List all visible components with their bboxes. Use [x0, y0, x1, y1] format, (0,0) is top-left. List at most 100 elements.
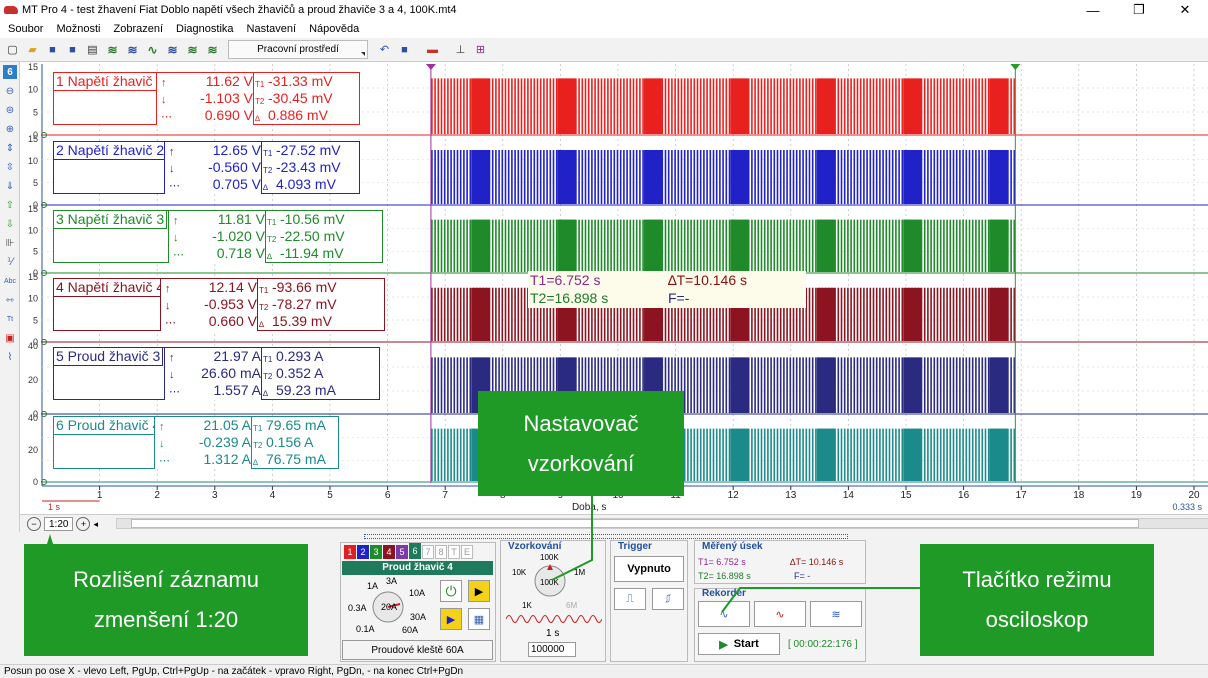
trigger-mode-button[interactable]: Vypnuto — [614, 556, 684, 582]
workspace-dropdown[interactable]: Pracovní prostředí — [228, 40, 368, 59]
grid-toggle-icon[interactable]: ⊪ — [5, 237, 15, 249]
channel-name[interactable]: 5 Proud žhavič 3 — [54, 348, 164, 366]
menu-zobrazeni[interactable]: Zobrazení — [113, 23, 164, 35]
scroll-left-icon[interactable]: ◂ — [93, 518, 98, 529]
channel-tab-4[interactable]: 4 — [383, 545, 395, 559]
text-icon[interactable]: Tt — [6, 315, 14, 323]
channel-play-button[interactable]: ▶ — [440, 608, 462, 630]
close-button[interactable]: ✕ — [1179, 2, 1191, 17]
trigger-falling-button[interactable]: ⎎ — [652, 588, 684, 610]
oscilloscope-mode-button[interactable]: ∿ — [698, 601, 750, 627]
sampling-label-1k[interactable]: 1K — [522, 601, 532, 610]
menu-nastaveni[interactable]: Nastavení — [246, 23, 297, 35]
move-up-icon[interactable]: ⇧ — [5, 199, 15, 211]
range-label-60a[interactable]: 60A — [402, 625, 419, 635]
wave-tool-2-icon[interactable]: ≋ — [127, 42, 138, 57]
horizontal-scrollbar[interactable] — [116, 518, 1208, 529]
range-label-0-3a[interactable]: 0.3A — [348, 603, 367, 613]
range-label-1a[interactable]: 1A — [367, 581, 379, 591]
open-folder-icon[interactable]: ▰ — [28, 44, 37, 56]
chart-view-icon[interactable]: ▣ — [5, 332, 15, 344]
range-label-10a[interactable]: 10A — [409, 588, 426, 598]
cursor-t1-icon: T1 — [267, 218, 277, 227]
channel-tab-3[interactable]: 3 — [370, 545, 382, 559]
sampling-label-1m[interactable]: 1M — [574, 568, 586, 577]
channel-name[interactable]: 6 Proud žhavič 4 — [54, 417, 164, 435]
channel-tab-e[interactable]: E — [461, 545, 473, 559]
channel-tab-7[interactable]: 7 — [422, 545, 434, 559]
channel-info-6[interactable]: 6 Proud žhavič 4 21.05 A -0.239 A 1.312 A ↑ ↓… — [53, 416, 339, 469]
save-as-icon[interactable]: ■ — [69, 43, 76, 56]
wave-tool-1-icon[interactable]: ≋ — [107, 42, 118, 57]
channel-invert-button[interactable]: ▶ — [468, 580, 490, 602]
zoom-in-icon[interactable]: ⊕ — [5, 123, 15, 135]
channel-name[interactable]: 4 Napětí žhavič 4 — [54, 279, 168, 297]
wave-tool-5-icon[interactable]: ≋ — [187, 42, 198, 57]
grid-tool-icon[interactable]: ⊞ — [475, 44, 486, 56]
menu-moznosti[interactable]: Možnosti — [56, 23, 101, 35]
oscilloscope-plot[interactable]: 15 10 5 0 15 10 5 0 15 10 5 0 15 10 5 0 40 20 0 40 20 0 1 2 3 4 5 6… — [20, 62, 1208, 514]
sampling-label-100k[interactable]: 100K — [540, 553, 559, 562]
channel-info-5[interactable]: 5 Proud žhavič 3 21.97 A 26.60 mA 1.557 A ↑ ↓… — [53, 347, 380, 400]
calculator-button[interactable]: ▦ — [468, 608, 490, 630]
channel-tab-t[interactable]: T — [448, 545, 460, 559]
channel-tab-2[interactable]: 2 — [357, 545, 369, 559]
trigger-rising-button[interactable]: ⎍ — [614, 588, 646, 610]
channel-name[interactable]: 2 Napětí žhavič 2 — [54, 142, 168, 160]
channel-name[interactable]: 3 Napětí žhavič 3 — [54, 211, 168, 229]
panel-collapse-bar[interactable] — [364, 534, 848, 539]
recorder-multi-mode-button[interactable]: ≋ — [810, 601, 862, 627]
sampling-label-10k[interactable]: 10K — [512, 568, 527, 577]
channel-tab-5[interactable]: 5 — [396, 545, 408, 559]
label-abc-icon[interactable]: Abc — [3, 277, 17, 285]
collapse-vertical-icon[interactable]: ⇓ — [5, 180, 15, 192]
numeric-icon[interactable]: ⅟ — [7, 256, 13, 268]
channel-info-1[interactable]: 1 Napětí žhavič 1 11.62 V -1.103 V 0.690 V ↑… — [53, 72, 360, 125]
move-down-icon[interactable]: ⇩ — [5, 218, 15, 230]
new-file-icon[interactable]: ▢ — [7, 44, 18, 56]
sampling-label-6m[interactable]: 6M — [566, 601, 578, 610]
range-label-0-1a[interactable]: 0.1A — [356, 624, 375, 634]
start-button[interactable]: ▶ Start — [698, 633, 780, 655]
channel-info-4[interactable]: 4 Napětí žhavič 4 12.14 V -0.953 V 0.660 V ↑… — [53, 278, 385, 331]
channel-name[interactable]: 1 Napětí žhavič 1 — [54, 73, 168, 91]
scrollbar-thumb[interactable] — [131, 519, 1139, 528]
menu-diagnostika[interactable]: Diagnostika — [176, 23, 234, 35]
channel-tab-8[interactable]: 8 — [435, 545, 447, 559]
save-workspace-icon[interactable]: ■ — [401, 43, 408, 56]
measure-tool-icon[interactable]: ⊥ — [455, 44, 466, 56]
range-label-30a[interactable]: 30A — [410, 612, 427, 622]
range-label-3a[interactable]: 3A — [386, 576, 398, 586]
maximize-button[interactable]: ❐ — [1133, 2, 1145, 17]
line-view-icon[interactable]: ⌇ — [7, 351, 13, 363]
align-vertical-icon[interactable]: ⇳ — [5, 161, 15, 173]
probe-select-dropdown[interactable]: Proudové kleště 60A — [342, 640, 493, 660]
channel-number-badge[interactable]: 6 — [3, 65, 17, 79]
range-dial[interactable] — [342, 576, 446, 636]
channel-info-3[interactable]: 3 Napětí žhavič 3 11.81 V -1.020 V 0.718 V ↑… — [53, 210, 383, 263]
minimize-button[interactable]: — — [1086, 2, 1100, 18]
car-diagnostics-icon[interactable]: ▬ — [427, 43, 438, 56]
menu-soubor[interactable]: Soubor — [8, 23, 44, 35]
expand-vertical-icon[interactable]: ⇕ — [5, 142, 15, 154]
recorder-sine-mode-button[interactable]: ∿ — [754, 601, 806, 627]
zoom-reset-icon[interactable]: ⊜ — [5, 104, 15, 116]
save-icon[interactable]: ■ — [49, 43, 56, 56]
zoom-minus-button[interactable]: − — [27, 517, 41, 531]
sampling-samples-input[interactable]: 100000 — [528, 642, 576, 657]
zoom-plus-button[interactable]: + — [76, 517, 91, 531]
channel-tab-6[interactable]: 6 — [409, 543, 421, 559]
channel-info-2[interactable]: 2 Napětí žhavič 2 12.65 V -0.560 V 0.705 V ↑… — [53, 141, 360, 194]
channel-power-button[interactable]: ⏻ — [440, 580, 462, 602]
menu-napoveda[interactable]: Nápověda — [309, 23, 360, 35]
cursor-icon[interactable]: ⇿ — [5, 294, 15, 306]
print-icon[interactable]: ▤ — [87, 44, 98, 56]
channel-tab-1[interactable]: 1 — [344, 545, 356, 559]
undo-icon[interactable]: ↶ — [379, 44, 390, 56]
cursor-t2-handle — [1010, 64, 1021, 70]
zoom-out-icon[interactable]: ⊖ — [5, 85, 15, 97]
wave-tool-3-icon[interactable]: ∿ — [147, 42, 158, 57]
wave-tool-6-icon[interactable]: ≋ — [207, 42, 218, 57]
wave-tool-4-icon[interactable]: ≋ — [167, 42, 178, 57]
